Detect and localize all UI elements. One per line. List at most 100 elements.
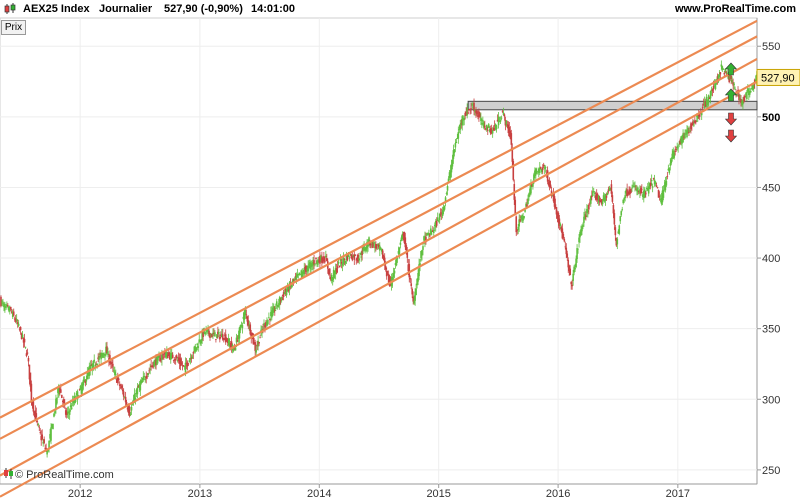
candle-down — [626, 189, 628, 197]
candle-up — [2, 302, 4, 304]
candle-down — [376, 244, 378, 246]
candle-up — [583, 216, 585, 223]
candle-down — [490, 129, 493, 132]
candle-up — [487, 124, 490, 128]
candle-down — [440, 213, 443, 215]
candle-up — [396, 258, 399, 260]
candle-down — [425, 236, 427, 243]
candle-up — [653, 179, 656, 185]
candle-down — [694, 120, 696, 123]
candle-down — [479, 113, 481, 118]
candle-down — [386, 273, 389, 275]
candle-down — [7, 305, 9, 306]
candle-down — [38, 426, 41, 428]
candle-up — [271, 310, 273, 318]
candle-up — [395, 259, 398, 266]
candle-up — [543, 167, 546, 169]
candle-up — [393, 270, 396, 274]
candle-up — [643, 189, 646, 198]
candle-down — [503, 114, 506, 117]
candle-up — [50, 427, 52, 441]
candle-up — [280, 297, 283, 301]
x-tick-label: 2015 — [426, 488, 450, 500]
candle-up — [537, 168, 540, 173]
green-up-arrow-icon — [724, 88, 738, 102]
candle-up — [447, 178, 450, 184]
candle-up — [748, 90, 750, 96]
candle-down — [39, 432, 42, 433]
candle-up — [85, 379, 88, 382]
candle-down — [340, 261, 343, 264]
candle-up — [685, 129, 687, 131]
candle-down — [254, 342, 256, 351]
candle-up — [189, 358, 192, 360]
candle-up — [285, 290, 288, 296]
candle-up — [51, 423, 53, 428]
candle-up — [670, 159, 673, 164]
candle-down — [127, 405, 130, 414]
candle-up — [325, 255, 327, 258]
candle-up — [707, 95, 710, 104]
candle-up — [463, 117, 466, 121]
candle-up — [58, 385, 60, 395]
candle-up — [579, 232, 581, 238]
candle-up — [700, 112, 703, 116]
candle-down — [467, 112, 469, 114]
candle-up — [104, 354, 106, 356]
candle-down — [501, 111, 504, 113]
candle-down — [99, 353, 101, 355]
candle-down — [590, 195, 593, 198]
candle-up — [497, 116, 500, 126]
candle-up — [661, 190, 664, 203]
candle-up — [37, 424, 40, 425]
candle-down — [506, 124, 509, 126]
candle-up — [154, 359, 156, 365]
candle-up — [81, 383, 84, 392]
candle-up — [438, 213, 441, 221]
last-price-tag — [756, 68, 800, 86]
candle-up — [736, 93, 738, 95]
candle-up — [639, 189, 641, 194]
candle-up — [540, 168, 543, 173]
candle-down — [0, 296, 2, 307]
candle-down — [716, 76, 719, 80]
candle-down — [475, 110, 477, 114]
candle-down — [224, 334, 227, 343]
candle-up — [158, 355, 160, 358]
candle-up — [199, 341, 202, 344]
x-tick-label: 2017 — [666, 488, 690, 500]
candle-down — [569, 268, 572, 275]
candle-down — [519, 219, 521, 222]
candle-down — [128, 406, 131, 416]
candle-up — [267, 319, 269, 325]
y-tick-label: 450 — [762, 182, 780, 194]
candle-up — [608, 188, 611, 191]
candle-down — [357, 254, 360, 262]
candle-down — [335, 268, 338, 273]
candle-up — [451, 159, 454, 167]
candle-down — [387, 273, 390, 283]
candle-up — [634, 185, 636, 188]
candle-up — [696, 114, 699, 119]
last-quote: 527,90 (-0,90%) — [164, 3, 243, 15]
site-url[interactable]: www.ProRealTime.com — [674, 3, 796, 15]
candle-down — [329, 276, 332, 280]
candle-up — [450, 164, 453, 173]
candle-up — [472, 106, 474, 109]
candle-up — [70, 407, 73, 410]
candle-up — [616, 238, 619, 245]
candle-up — [232, 349, 235, 352]
candle-down — [33, 411, 36, 413]
candle-up — [721, 66, 724, 70]
candle-up — [462, 119, 465, 121]
panel-label-prix[interactable]: Prix — [1, 20, 26, 35]
candle-up — [143, 376, 146, 377]
candle-up — [67, 411, 70, 414]
candle-down — [32, 401, 35, 412]
candle-down — [635, 188, 637, 190]
candle-down — [118, 384, 121, 386]
candle-up — [310, 262, 312, 268]
candle-down — [30, 383, 33, 402]
candle-up — [603, 197, 606, 202]
